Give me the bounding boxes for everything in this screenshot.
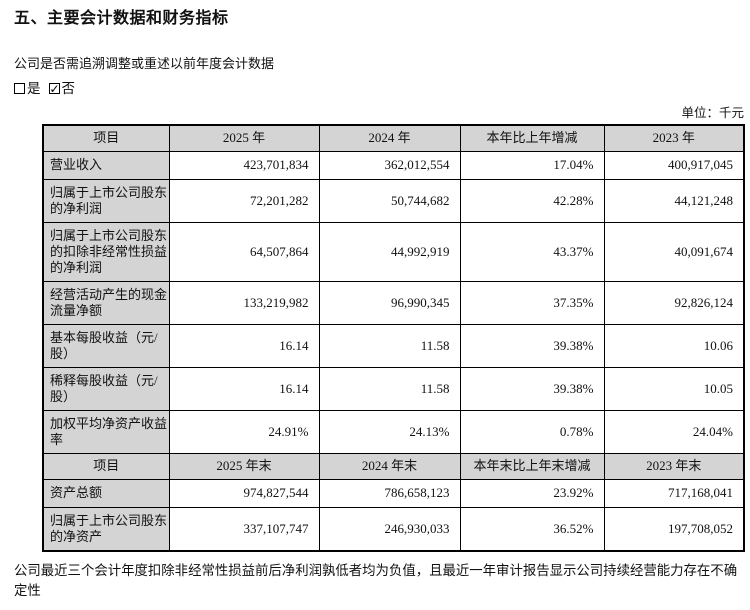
value-cell: 133,219,982 [168,280,320,325]
row-label-cell: 营业收入 [42,150,170,180]
table-row: 营业收入 423,701,834 362,012,554 17.04% 400,917,… [42,150,745,180]
restate-options: 是否 [14,80,740,98]
table-row: 稀释每股收益（元/股） 16.14 11.58 39.38% 10.05 [42,366,745,411]
value-cell: 23.92% [459,478,605,508]
table-header-row: 项目 2025 年末 2024 年末 本年末比上年末增减 2023 年末 [42,452,745,480]
row-label-cell: 稀释每股收益（元/股） [42,366,170,411]
value-cell: 50,744,682 [318,178,461,223]
row-label-cell: 加权平均净资产收益率 [42,409,170,454]
value-cell: 16.14 [168,323,320,368]
header-cell: 2024 年末 [318,452,461,480]
value-cell: 16.14 [168,366,320,411]
table-row: 归属于上市公司股东的净利润 72,201,282 50,744,682 42.28% 4… [42,178,745,223]
financial-table-body: 项目 2025 年 2024 年本年比上年增减 2023 年营业收入 423,701,8… [42,124,745,551]
table-row: 加权平均净资产收益率 24.91% 24.13% 0.78% 24.04% [42,409,745,454]
value-cell: 37.35% [459,280,605,325]
row-label-cell: 归属于上市公司股东的扣除非经常性损益的净利润 [42,221,170,282]
restate-option-yes: 是 [14,81,41,96]
table-row: 归属于上市公司股东的扣除非经常性损益的净利润 64,507,864 44,992,9… [42,221,745,282]
value-cell: 24.13% [318,409,461,454]
row-label-cell: 归属于上市公司股东的净资产 [42,506,170,551]
value-cell: 43.37% [459,221,605,282]
value-cell: 96,990,345 [318,280,461,325]
value-cell: 11.58 [318,366,461,411]
value-cell: 717,168,041 [603,478,745,508]
value-cell: 24.04% [603,409,745,454]
restate-option-no: 否 [48,81,76,98]
value-cell: 362,012,554 [318,150,461,180]
financial-table: 项目 2025 年 2024 年本年比上年增减 2023 年营业收入 423,701,8… [42,124,745,552]
header-cell: 2025 年 [168,124,320,152]
value-cell: 17.04% [459,150,605,180]
value-cell: 10.05 [603,366,745,411]
value-cell: 400,917,045 [603,150,745,180]
table-row: 归属于上市公司股东的净资产 337,107,747 246,930,033 36.52… [42,506,745,551]
header-cell: 2023 年末 [603,452,745,480]
value-cell: 337,107,747 [168,506,320,551]
checkbox-no-icon [48,81,60,98]
table-header-row: 项目 2025 年 2024 年本年比上年增减 2023 年 [42,124,745,152]
value-cell: 44,121,248 [603,178,745,223]
value-cell: 40,091,674 [603,221,745,282]
table-row: 基本每股收益（元/股） 16.14 11.58 39.38% 10.06 [42,323,745,368]
table-row: 经营活动产生的现金流量净额 133,219,982 96,990,345 37.35%… [42,280,745,325]
value-cell: 72,201,282 [168,178,320,223]
header-cell: 项目 [42,124,170,152]
page-title: 五、主要会计数据和财务指标 [14,10,229,27]
value-cell: 423,701,834 [168,150,320,180]
value-cell: 197,708,052 [603,506,745,551]
header-cell: 2025 年末 [168,452,320,480]
value-cell: 10.06 [603,323,745,368]
value-cell: 92,826,124 [603,280,745,325]
restate-question: 公司是否需追溯调整或重述以前年度会计数据 [14,56,275,71]
row-label-cell: 归属于上市公司股东的净利润 [42,178,170,223]
value-cell: 786,658,123 [318,478,461,508]
value-cell: 0.78% [459,409,605,454]
header-cell: 2024 年 [318,124,461,152]
row-label-cell: 基本每股收益（元/股） [42,323,170,368]
value-cell: 11.58 [318,323,461,368]
header-cell: 本年比上年增减 [459,124,605,152]
value-cell: 36.52% [459,506,605,551]
header-cell: 2023 年 [603,124,745,152]
value-cell: 42.28% [459,178,605,223]
header-cell: 本年末比上年末增减 [459,452,605,480]
table-row: 资产总额 974,827,544 786,658,123 23.92% 717,168,… [42,478,745,508]
value-cell: 64,507,864 [168,221,320,282]
going-concern-statement: 公司最近三个会计年度扣除非经常性损益前后净利润孰低者均为负值，且最近一年审计报告… [14,562,738,598]
value-cell: 39.38% [459,366,605,411]
value-cell: 246,930,033 [318,506,461,551]
value-cell: 974,827,544 [168,478,320,508]
value-cell: 44,992,919 [318,221,461,282]
value-cell: 39.38% [459,323,605,368]
checkbox-yes-icon [14,83,25,94]
unit-label: 单位：千元 [681,106,744,120]
value-cell: 24.91% [168,409,320,454]
checkbox-yes-label: 是 [27,81,41,96]
header-cell: 项目 [42,452,170,480]
row-label-cell: 资产总额 [42,478,170,508]
row-label-cell: 经营活动产生的现金流量净额 [42,280,170,325]
checkbox-no-label: 否 [61,81,76,96]
